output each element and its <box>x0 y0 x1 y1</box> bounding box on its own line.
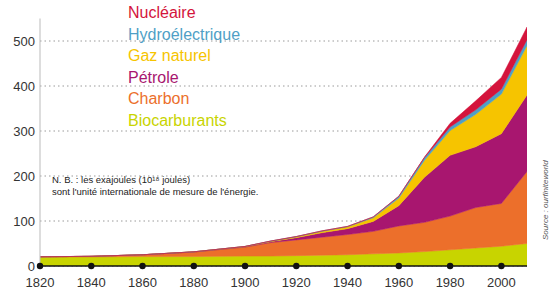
chart: 0 100 200 300 400 500 1820 1840 1860 1880 1900 1920… <box>0 0 553 298</box>
grid-line <box>40 266 527 267</box>
grid-line <box>40 86 527 87</box>
y-tick-label: 0 <box>28 259 35 274</box>
source: Source : ourfiniteworld <box>541 160 550 240</box>
y-tick-label: 400 <box>13 79 35 94</box>
y-axis-line <box>40 19 41 267</box>
x-tick-label: 1960 <box>384 275 413 290</box>
x-tick-label: 2000 <box>487 275 516 290</box>
x-tick-label: 1920 <box>282 275 311 290</box>
area <box>40 27 527 257</box>
legend-entry: Hydroélectrique <box>128 26 240 43</box>
x-tick-label: 1940 <box>333 275 362 290</box>
legend-entry: Biocarburants <box>128 112 227 129</box>
x-tick <box>242 263 248 269</box>
annotation: N. B. : les exajoules (10¹⁸ joules) <box>52 174 190 185</box>
x-tick-label: 1880 <box>179 275 208 290</box>
x-tick <box>139 263 145 269</box>
x-tick-label: 1860 <box>128 275 157 290</box>
legend-entry: Nucléaire <box>128 4 196 21</box>
x-tick <box>396 263 402 269</box>
y-tick-label: 500 <box>13 34 35 49</box>
annotation: sont l'unité internationale de mesure de… <box>52 186 258 197</box>
x-tick <box>191 263 197 269</box>
legend-entry: Pétrole <box>128 69 179 86</box>
legend-entry: Gaz naturel <box>128 47 211 64</box>
legend-entry: Charbon <box>128 90 189 107</box>
x-tick <box>37 263 43 269</box>
area <box>40 95 527 257</box>
x-tick <box>88 263 94 269</box>
area <box>40 46 527 257</box>
x-tick-label: 1820 <box>26 275 55 290</box>
x-tick <box>293 263 299 269</box>
y-tick-label: 100 <box>13 214 35 229</box>
y-tick-label: 200 <box>13 169 35 184</box>
x-tick-label: 1980 <box>436 275 465 290</box>
areas <box>40 27 527 266</box>
x-tick-label: 1840 <box>77 275 106 290</box>
y-tick-label: 300 <box>13 124 35 139</box>
x-tick-label: 1900 <box>231 275 260 290</box>
x-axis-line <box>40 265 527 267</box>
x-tick <box>447 263 453 269</box>
x-tick <box>344 263 350 269</box>
area <box>40 40 527 257</box>
grid-line <box>40 41 527 42</box>
x-tick <box>498 263 504 269</box>
